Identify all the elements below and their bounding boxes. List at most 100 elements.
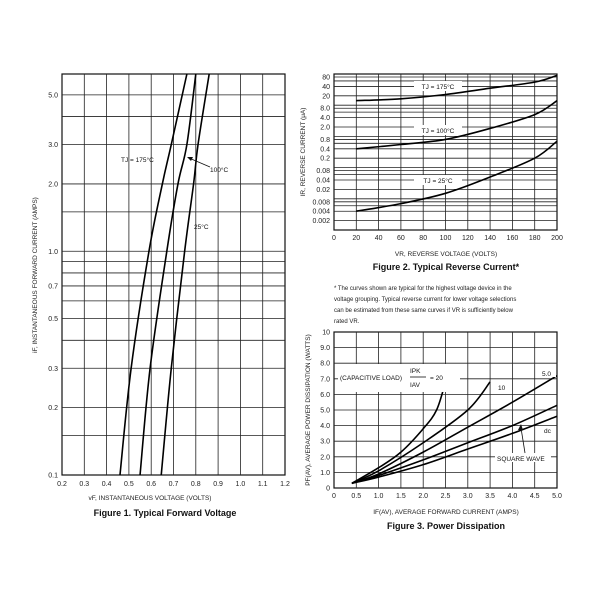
fig3-x-tick-label: 1.0	[374, 493, 384, 500]
fig2-label-bg	[414, 81, 462, 91]
fig3-title: Figure 3. Power Dissipation	[387, 521, 505, 531]
fig2-y-tick-label: 40	[322, 84, 330, 91]
fig2-footnote-line: * The curves shown are typical for the h…	[334, 286, 512, 292]
fig1-y-tick-label: 1.0	[48, 249, 58, 256]
fig2-y-tick-label: 4.0	[320, 115, 330, 122]
fig2-y-axis-label: IR, REVERSE CURRENT (μA)	[300, 108, 307, 197]
fig1-series-label-175: TJ = 175°C	[121, 156, 154, 164]
figure-2-reverse-current: 0 20 40 60 80 100 120 140 160 180 200 80 40 20 8.0 4.0 2…	[312, 73, 563, 242]
fig2-title: Figure 2. Typical Reverse Current*	[373, 262, 520, 272]
fig2-y-tick-label: 20	[322, 93, 330, 100]
fig3-series-curve-4	[351, 415, 558, 485]
fig2-y-tick-label: 0.04	[316, 178, 330, 185]
fig3-equals-20-label: = 20	[430, 375, 443, 382]
fig3-y-tick-label: 8.0	[320, 361, 330, 368]
fig3-y-tick-label: 10	[322, 330, 330, 337]
fig1-y-tick-label: 0.7	[48, 283, 58, 290]
fig3-series-curve-2	[351, 374, 558, 485]
fig3-series-curve-1	[351, 381, 491, 485]
fig2-y-tick-label: 0.02	[316, 187, 330, 194]
fig3-x-tick-label: 3.0	[463, 493, 473, 500]
fig3-x-tick-label: 2.0	[418, 493, 428, 500]
fig1-arrowhead-icon	[187, 157, 193, 161]
fig3-y-tick-label: 1.0	[320, 470, 330, 477]
fig2-y-tick-label: 0.004	[312, 209, 330, 216]
fig2-x-tick-label: 100	[440, 235, 452, 242]
fig3-series-label-10: 10	[498, 385, 506, 392]
fig3-x-tick-label: 2.5	[441, 493, 451, 500]
fig1-x-tick-label: 0.7	[169, 481, 179, 488]
fig1-y-tick-label: 3.0	[48, 142, 58, 149]
fig1-series-label-25: 25°C	[194, 223, 209, 231]
fig1-x-tick-label: 0.3	[79, 481, 89, 488]
fig3-ipk-label: IPK	[410, 368, 421, 375]
fig1-y-tick-label: 0.3	[48, 366, 58, 373]
fig3-x-tick-label: 5.0	[552, 493, 562, 500]
fig1-y-tick-label: 0.2	[48, 405, 58, 412]
fig3-arrowhead-icon	[518, 424, 523, 430]
fig2-series-label-25: TJ = 25°C	[423, 177, 452, 185]
fig3-y-tick-label: 3.0	[320, 439, 330, 446]
fig3-iav-label: IAV	[410, 382, 421, 389]
fig3-label-bg	[338, 364, 460, 392]
fig3-x-tick-label: 4.5	[530, 493, 540, 500]
fig1-x-tick-label: 0.2	[57, 481, 67, 488]
fig2-footnote-line: rated VR.	[334, 319, 360, 325]
fig1-y-tick-label: 2.0	[48, 181, 58, 188]
fig1-arrow-100	[188, 157, 211, 168]
fig3-x-tick-label: 4.0	[508, 493, 518, 500]
fig3-y-tick-label: 0	[326, 486, 330, 493]
fig1-x-tick-label: 1.2	[280, 481, 290, 488]
fig2-label-bg	[414, 175, 462, 185]
figure-3-power-dissipation: 0 0.5 1.0 1.5 2.0 2.5 3.0 3.5 4.0 4.5 5.0 0 1.0 2.0 3.…	[320, 330, 562, 501]
fig2-series-label-100: TJ = 100°C	[422, 127, 455, 135]
fig2-x-tick-label: 60	[397, 235, 405, 242]
fig2-x-tick-label: 140	[484, 235, 496, 242]
fig2-y-tick-label: 80	[322, 75, 330, 82]
fig3-y-tick-label: 2.0	[320, 454, 330, 461]
fig2-y-tick-label: 8.0	[320, 106, 330, 113]
fig3-y-tick-label: 5.0	[320, 408, 330, 415]
fig2-x-tick-label: 120	[462, 235, 474, 242]
fig2-x-axis-label: VR, REVERSE VOLTAGE (VOLTS)	[395, 251, 497, 258]
fig3-series-curve-3	[351, 404, 558, 485]
fig3-x-tick-label: 3.5	[485, 493, 495, 500]
fig3-label-bg	[542, 426, 554, 435]
fig3-arrow-square-wave	[520, 427, 526, 454]
fig1-x-tick-label: 1.0	[236, 481, 246, 488]
fig3-x-tick-label: 0.5	[351, 493, 361, 500]
fig3-label-bg	[540, 368, 556, 377]
fig1-x-tick-label: 0.9	[213, 481, 223, 488]
fig2-x-tick-label: 0	[332, 235, 336, 242]
fig3-series-label-5: 5.0	[542, 371, 551, 378]
fig1-series-curve-2	[160, 73, 210, 476]
fig1-x-tick-label: 1.1	[258, 481, 268, 488]
fig2-series-curve-0	[356, 74, 558, 102]
fig1-x-tick-label: 0.6	[146, 481, 156, 488]
fig1-series-curve-1	[139, 73, 197, 476]
fig2-y-tick-label: 0.002	[312, 218, 330, 225]
fig2-y-tick-label: 0.8	[320, 137, 330, 144]
fig1-x-tick-label: 0.4	[102, 481, 112, 488]
fig2-series-curve-1	[356, 99, 558, 150]
fig3-x-tick-label: 0	[332, 493, 336, 500]
fig1-y-tick-label: 5.0	[48, 92, 58, 99]
fig2-series-curve-2	[356, 140, 558, 213]
fig3-x-tick-label: 1.5	[396, 493, 406, 500]
fig2-y-tick-label: 2.0	[320, 125, 330, 132]
fig3-capacitive-load-label: (CAPACITIVE LOAD)	[340, 375, 402, 382]
fig2-y-tick-label: 0.08	[316, 168, 330, 175]
fig2-footnote-line: can be estimated from these same curves …	[334, 308, 514, 314]
fig2-series-label-175: TJ = 175°C	[422, 83, 455, 91]
fig3-series-curve-0	[351, 381, 447, 485]
fig3-x-axis-label: IF(AV), AVERAGE FORWARD CURRENT (AMPS)	[373, 509, 519, 516]
fig1-title: Figure 1. Typical Forward Voltage	[94, 508, 237, 518]
fig3-label-bg	[495, 453, 551, 462]
fig2-x-tick-label: 180	[529, 235, 541, 242]
fig2-label-bg	[414, 125, 462, 135]
fig1-series-curve-0	[119, 73, 188, 476]
fig3-y-tick-label: 9.0	[320, 345, 330, 352]
fig2-x-tick-label: 80	[419, 235, 427, 242]
fig1-x-axis-label: vF, INSTANTANEOUS VOLTAGE (VOLTS)	[89, 495, 212, 502]
